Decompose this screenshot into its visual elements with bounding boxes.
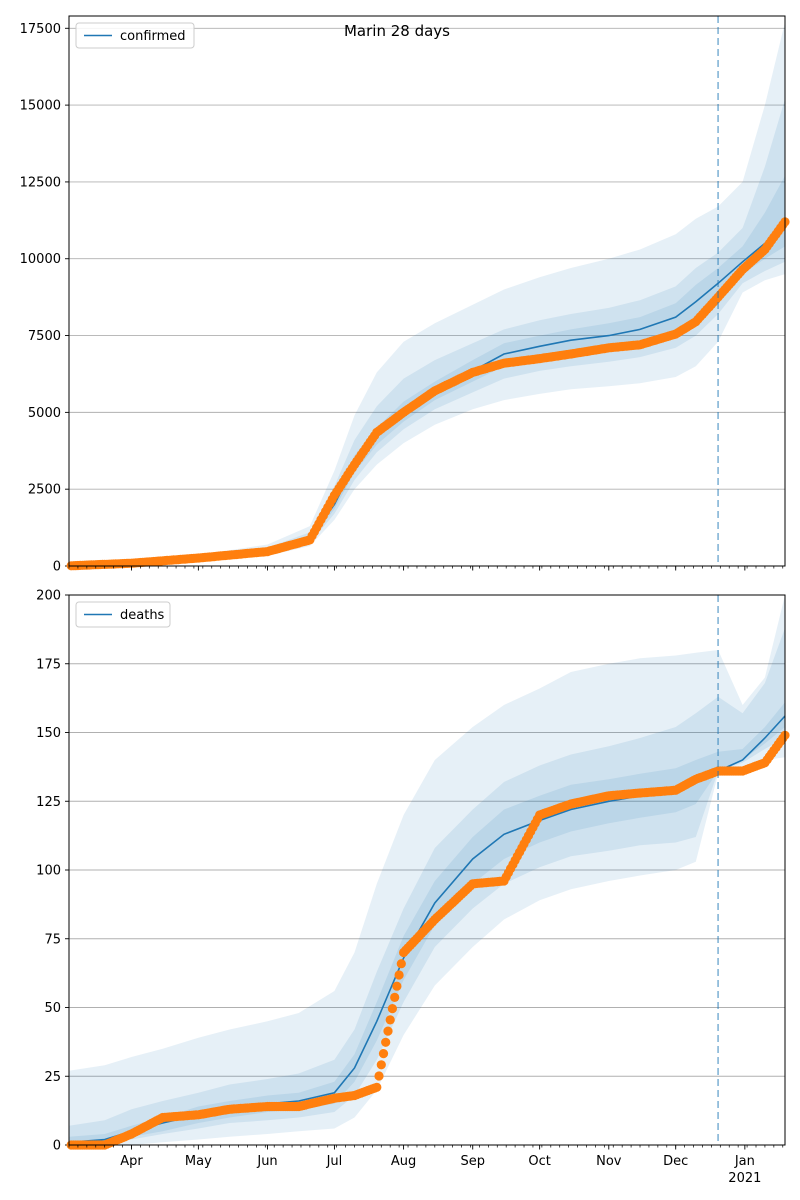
y-tick-label: 50	[44, 1001, 61, 1016]
observed-point	[383, 1026, 393, 1036]
confidence-band	[69, 99, 785, 566]
x-tick-label: May	[185, 1154, 212, 1169]
y-tick-label: 12500	[20, 175, 61, 190]
y-tick-label: 5000	[28, 406, 61, 421]
y-tick-label: 7500	[28, 329, 61, 344]
x-tick-label: Oct	[528, 1154, 550, 1169]
legend-box	[75, 601, 171, 628]
x-tick-label: Sep	[460, 1154, 485, 1169]
legend-label: deaths	[120, 608, 165, 623]
deaths-panel: 0 25 50 75 100 125 150 175 200 Apr May Jun Jul Aug Sep…	[36, 589, 790, 1186]
y-tick-label: 0	[53, 1139, 61, 1154]
y-tick-label: 100	[36, 864, 61, 879]
x-tick-label: Apr	[120, 1154, 143, 1169]
observed-point	[378, 1049, 389, 1059]
confidence-band	[69, 595, 785, 1145]
confirmed-panel: 0 2500 5000 7500 10000 12500 15000 17500 confirm…	[20, 15, 790, 575]
confidence-band	[69, 22, 785, 567]
observed-point	[394, 970, 404, 980]
y-tick-label: 0	[53, 560, 61, 575]
observed-point	[376, 1060, 386, 1070]
observed-point	[381, 1037, 391, 1047]
y-tick-label: 15000	[20, 99, 61, 114]
y-tick-label: 10000	[20, 252, 61, 267]
x-tick-label: Dec	[663, 1154, 688, 1169]
y-tick-label: 150	[36, 726, 61, 741]
x-tick-label: Nov	[596, 1154, 622, 1169]
observed-point	[372, 1082, 382, 1092]
y-tick-label: 75	[44, 932, 61, 947]
observed-point	[392, 981, 402, 991]
x-tick-label: Aug	[391, 1154, 416, 1169]
observed-point	[396, 959, 406, 969]
x-tick-label: Jan	[734, 1154, 755, 1169]
y-tick-label: 25	[44, 1070, 61, 1085]
y-tick-label: 175	[36, 657, 61, 672]
x-tick-label: Jun	[256, 1154, 277, 1169]
x-tick-sublabel: 2021	[728, 1171, 761, 1186]
chart-title: Marin 28 days	[344, 22, 450, 40]
observed-point	[387, 1004, 397, 1014]
axes-frame	[68, 594, 786, 1146]
observed-point	[385, 1015, 395, 1025]
x-tick-label: Jul	[326, 1154, 343, 1169]
y-tick-label: 125	[36, 795, 61, 810]
y-tick-label: 2500	[28, 483, 61, 498]
axes-frame	[68, 15, 786, 567]
y-tick-label: 17500	[20, 22, 61, 37]
legend-box	[75, 22, 195, 49]
observed-point	[390, 992, 400, 1003]
observed-point	[374, 1071, 384, 1081]
y-tick-label: 200	[36, 589, 61, 604]
confidence-band	[69, 628, 785, 1145]
legend-label: confirmed	[120, 29, 186, 44]
